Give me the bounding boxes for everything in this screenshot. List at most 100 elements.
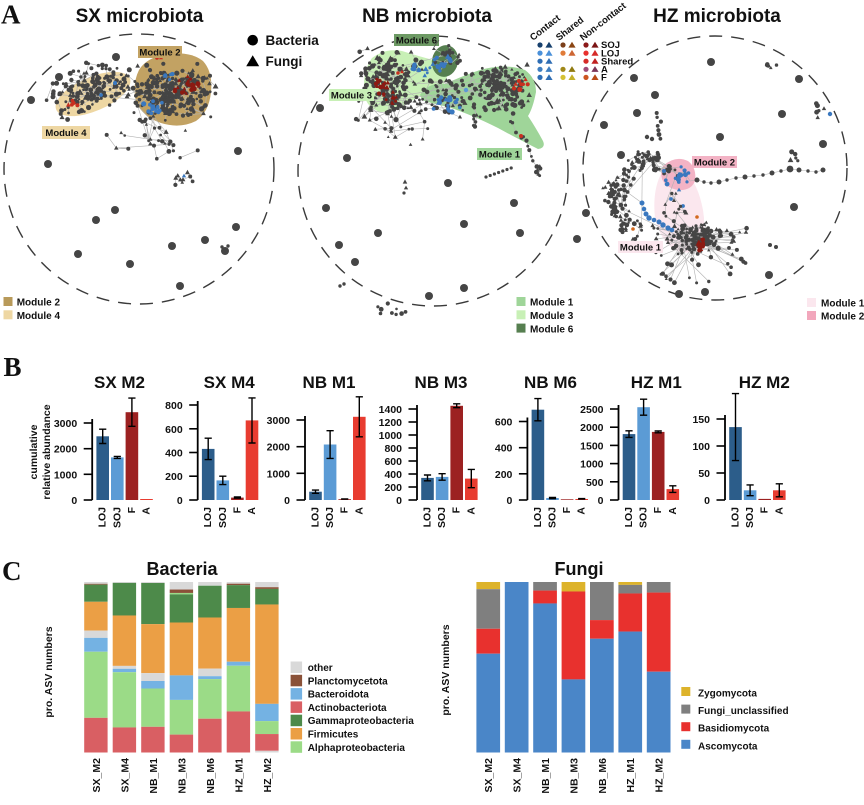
svg-text:500: 500: [586, 477, 604, 489]
svg-text:HZ_M1: HZ_M1: [233, 758, 245, 793]
svg-text:2000: 2000: [580, 422, 604, 434]
svg-text:F: F: [601, 73, 607, 84]
svg-text:Module 6: Module 6: [530, 324, 574, 335]
svg-text:1000: 1000: [580, 459, 604, 471]
svg-text:Module 6: Module 6: [396, 36, 437, 47]
svg-text:1000: 1000: [54, 469, 78, 481]
svg-text:Module 3: Module 3: [530, 311, 574, 322]
svg-text:other: other: [308, 663, 333, 674]
svg-text:Module 4: Module 4: [17, 311, 61, 322]
svg-text:400: 400: [384, 469, 402, 481]
svg-text:A: A: [773, 507, 785, 515]
svg-text:NB_M1: NB_M1: [148, 758, 160, 794]
svg-text:HZ_M2: HZ_M2: [654, 758, 666, 793]
svg-text:0: 0: [507, 495, 513, 507]
svg-text:Module 1: Module 1: [530, 298, 574, 309]
svg-text:800: 800: [165, 400, 183, 412]
svg-text:SX microbiota: SX microbiota: [76, 6, 204, 27]
svg-text:600: 600: [495, 417, 513, 429]
svg-text:400: 400: [165, 448, 183, 460]
svg-text:A: A: [465, 507, 477, 515]
svg-text:A: A: [141, 507, 153, 515]
svg-text:1000: 1000: [267, 468, 291, 480]
svg-text:NB_M1: NB_M1: [540, 758, 552, 794]
svg-text:Planctomycetota: Planctomycetota: [308, 676, 388, 687]
svg-text:Module 2: Module 2: [139, 48, 180, 59]
svg-text:A: A: [667, 507, 679, 515]
svg-text:Bacteroidota: Bacteroidota: [308, 690, 370, 701]
svg-text:Ascomycota: Ascomycota: [698, 741, 758, 752]
svg-text:NB_M6: NB_M6: [205, 758, 217, 794]
svg-text:Actinobacteriota: Actinobacteriota: [308, 703, 387, 714]
svg-text:F: F: [652, 506, 664, 513]
svg-text:NB M1: NB M1: [303, 373, 356, 392]
svg-text:SX_M4: SX_M4: [512, 758, 524, 793]
svg-text:SX_M4: SX_M4: [119, 758, 131, 793]
svg-text:200: 200: [384, 482, 402, 494]
svg-text:NB M3: NB M3: [415, 373, 468, 392]
svg-text:F: F: [231, 506, 243, 513]
svg-text:Basidiomycota: Basidiomycota: [698, 724, 770, 735]
svg-text:Module 3: Module 3: [331, 91, 372, 102]
svg-text:Module 2: Module 2: [17, 298, 61, 309]
svg-text:SX_M2: SX_M2: [483, 758, 495, 793]
svg-text:Bacteria: Bacteria: [146, 559, 218, 579]
svg-text:relative abundance: relative abundance: [41, 404, 53, 499]
svg-text:0: 0: [284, 495, 290, 507]
svg-text:2500: 2500: [580, 404, 604, 416]
svg-text:A: A: [576, 507, 588, 515]
svg-text:SOJ: SOJ: [324, 507, 336, 528]
svg-text:F: F: [451, 506, 463, 513]
svg-text:A: A: [1, 0, 21, 30]
svg-text:Alphaproteobacteria: Alphaproteobacteria: [308, 743, 406, 754]
svg-text:pro. ASV numbers: pro. ASV numbers: [43, 626, 55, 717]
svg-text:1500: 1500: [580, 440, 604, 452]
svg-text:Module 1: Module 1: [821, 299, 864, 310]
svg-text:Module 2: Module 2: [694, 158, 735, 169]
svg-text:2000: 2000: [267, 442, 291, 454]
svg-text:C: C: [2, 556, 22, 586]
svg-text:400: 400: [495, 443, 513, 455]
svg-text:SOJ: SOJ: [111, 507, 123, 528]
svg-text:3000: 3000: [54, 418, 78, 430]
svg-text:F: F: [126, 506, 138, 513]
svg-text:HZ M2: HZ M2: [739, 373, 790, 392]
svg-text:Module 1: Module 1: [620, 243, 662, 254]
svg-text:F: F: [339, 506, 351, 513]
svg-text:0: 0: [177, 495, 183, 507]
svg-text:A: A: [246, 507, 258, 515]
svg-text:1400: 1400: [379, 404, 403, 416]
svg-text:100: 100: [692, 441, 710, 453]
svg-text:LOJ: LOJ: [310, 507, 322, 528]
svg-text:Fungi: Fungi: [555, 559, 604, 579]
svg-text:HZ_M1: HZ_M1: [625, 758, 637, 793]
svg-text:SOJ: SOJ: [638, 507, 650, 528]
svg-text:NB microbiota: NB microbiota: [362, 6, 492, 27]
svg-text:0: 0: [396, 495, 402, 507]
svg-text:Module 2: Module 2: [821, 312, 864, 323]
svg-text:SOJ: SOJ: [547, 507, 559, 528]
svg-text:F: F: [759, 506, 771, 513]
svg-text:0: 0: [71, 495, 77, 507]
svg-text:0: 0: [598, 495, 604, 507]
svg-text:200: 200: [165, 471, 183, 483]
svg-text:0: 0: [704, 495, 710, 507]
svg-text:SOJ: SOJ: [436, 507, 448, 528]
svg-text:SX M2: SX M2: [94, 373, 145, 392]
svg-text:NB_M3: NB_M3: [568, 758, 580, 794]
svg-text:SOJ: SOJ: [744, 507, 756, 528]
svg-text:SOJ: SOJ: [217, 507, 229, 528]
svg-text:HZ M1: HZ M1: [631, 373, 682, 392]
svg-text:HZ microbiota: HZ microbiota: [653, 6, 781, 27]
svg-text:800: 800: [384, 443, 402, 455]
svg-text:LOJ: LOJ: [532, 507, 544, 528]
svg-text:NB_M6: NB_M6: [597, 758, 609, 794]
svg-text:Module 1: Module 1: [479, 150, 521, 161]
svg-text:SX_M2: SX_M2: [91, 758, 103, 793]
svg-text:600: 600: [384, 456, 402, 468]
svg-text:150: 150: [692, 414, 710, 426]
svg-text:Gammaproteobacteria: Gammaproteobacteria: [308, 716, 415, 727]
svg-text:3000: 3000: [267, 415, 291, 427]
svg-text:F: F: [561, 506, 573, 513]
svg-text:LOJ: LOJ: [730, 507, 742, 528]
